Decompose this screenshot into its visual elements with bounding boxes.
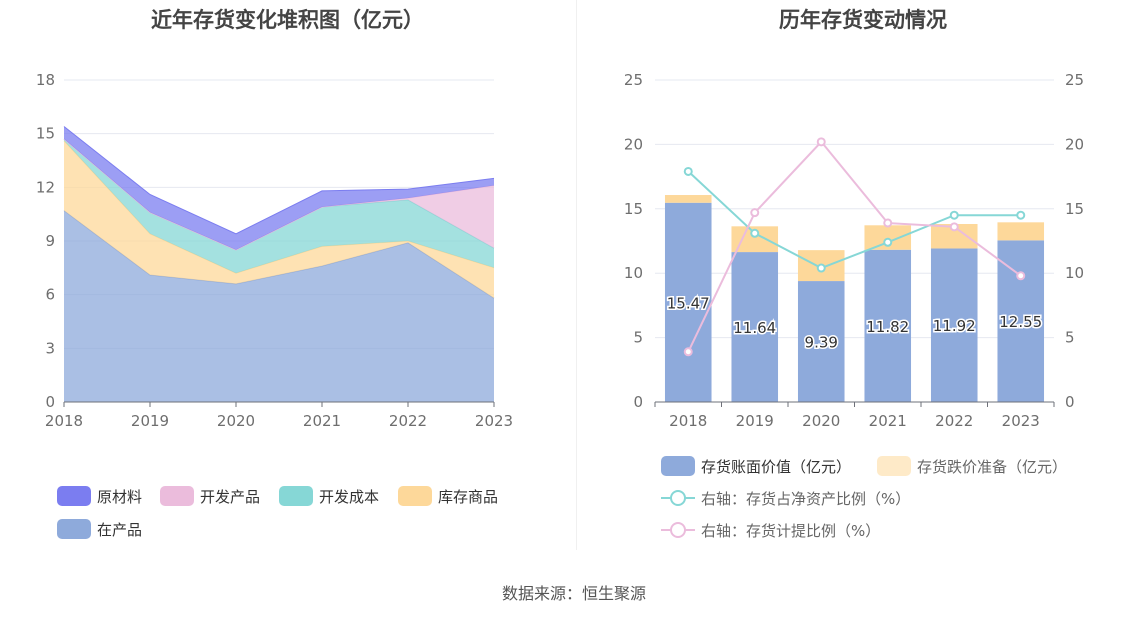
left-x-tick-label: 2020 (217, 412, 255, 430)
line-point (949, 222, 959, 232)
left-x-tick-label: 2021 (303, 412, 341, 430)
right-y-tick-label: 0 (633, 393, 643, 411)
left-legend-swatch (57, 486, 91, 506)
right-y-tick-label: 25 (624, 71, 643, 89)
left-legend-swatch (57, 519, 91, 539)
left-y-tick-label: 12 (36, 178, 55, 196)
right-legend-label: 存货跌价准备（亿元） (917, 458, 1067, 476)
right-x-tick-label: 2019 (736, 412, 774, 430)
bar-value-label: 11.82 (866, 318, 909, 336)
bar-value-label: 11.64 (733, 319, 776, 337)
right-y2-tick-label: 20 (1065, 135, 1084, 153)
right-legend-swatch (661, 456, 695, 476)
line-point (683, 166, 693, 176)
left-x-tick-label: 2018 (45, 412, 83, 430)
right-chart-title: 历年存货变动情况 (779, 8, 947, 32)
right-legend-marker (670, 490, 686, 506)
bar-book-value (930, 248, 978, 402)
right-y2-tick-label: 5 (1065, 329, 1075, 347)
line-point (949, 210, 959, 220)
left-legend-label: 开发成本 (319, 488, 379, 506)
left-legend-swatch (160, 486, 194, 506)
line-point (1016, 210, 1026, 220)
left-legend-swatch (398, 486, 432, 506)
left-legend-swatch (279, 486, 313, 506)
left-y-tick-label: 0 (45, 393, 55, 411)
right-legend-label: 存货账面价值（亿元） (701, 458, 851, 476)
left-y-tick-label: 15 (36, 125, 55, 143)
right-y-tick-label: 5 (633, 329, 643, 347)
left-y-tick-label: 18 (36, 71, 55, 89)
right-x-tick-label: 2021 (869, 412, 907, 430)
right-y2-tick-label: 10 (1065, 264, 1084, 282)
line-point (883, 237, 893, 247)
right-x-tick-label: 2018 (669, 412, 707, 430)
left-chart-title: 近年存货变化堆积图（亿元） (151, 8, 424, 32)
chart-divider (576, 0, 577, 550)
bar-value-label: 11.92 (933, 317, 976, 335)
left-legend-label: 开发产品 (200, 488, 260, 506)
bar-impairment (997, 222, 1045, 241)
bar-value-label: 12.55 (999, 313, 1042, 331)
line-point (883, 218, 893, 228)
area-series-开发成本 (64, 139, 494, 274)
right-legend-marker (670, 522, 686, 538)
bar-impairment (664, 195, 712, 203)
right-y-tick-label: 20 (624, 135, 643, 153)
area-edge-原材料 (63, 126, 495, 235)
line-point (1016, 271, 1026, 281)
line-point (750, 228, 760, 238)
left-legend-label: 在产品 (97, 521, 142, 539)
left-x-tick-label: 2022 (389, 412, 427, 430)
right-x-tick-label: 2020 (802, 412, 840, 430)
right-y-tick-label: 15 (624, 200, 643, 218)
line-point (816, 137, 826, 147)
bar-book-value (997, 240, 1045, 402)
right-legend-swatch (877, 456, 911, 476)
right-y2-tick-label: 0 (1065, 393, 1075, 411)
left-x-tick-label: 2019 (131, 412, 169, 430)
right-y-tick-label: 10 (624, 264, 643, 282)
line-point (816, 263, 826, 273)
right-y2-tick-label: 15 (1065, 200, 1084, 218)
line-series-provision-ratio (687, 140, 1022, 353)
right-x-tick-label: 2022 (935, 412, 973, 430)
line-series-net-asset-ratio (687, 170, 1021, 270)
left-y-tick-label: 9 (45, 232, 55, 250)
right-legend-label: 右轴：存货计提比例（%） (701, 522, 880, 540)
data-source: 数据来源：恒生聚源 (501, 584, 646, 603)
area-series-原材料 (64, 126, 494, 250)
bar-book-value (797, 281, 845, 402)
bar-book-value (864, 249, 912, 402)
bar-book-value (664, 202, 712, 402)
line-point (683, 347, 693, 357)
left-x-tick-label: 2023 (475, 412, 513, 430)
left-legend-label: 原材料 (97, 488, 142, 506)
bar-value-label: 9.39 (805, 334, 838, 352)
area-series-在产品 (64, 210, 494, 402)
left-legend-label: 库存商品 (438, 488, 498, 506)
bar-book-value (731, 252, 779, 402)
left-y-tick-label: 3 (45, 339, 55, 357)
right-y2-tick-label: 25 (1065, 71, 1084, 89)
right-legend-label: 右轴：存货占净资产比例（%） (701, 490, 910, 508)
right-x-tick-label: 2023 (1002, 412, 1040, 430)
area-series-库存商品 (64, 140, 494, 299)
left-y-tick-label: 6 (45, 286, 55, 304)
bar-value-label: 15.47 (667, 294, 710, 312)
line-point (750, 208, 760, 218)
